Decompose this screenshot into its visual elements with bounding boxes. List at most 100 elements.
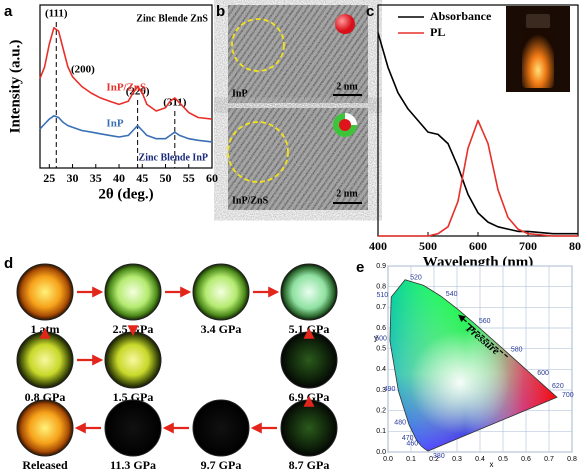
pressure-photo (280, 399, 338, 457)
series-line (377, 32, 578, 235)
series-line (39, 27, 213, 120)
y-tick-label: 0.2 (376, 408, 386, 415)
wavelength-label: 540 (446, 291, 458, 298)
x-tick-label: 60 (206, 171, 218, 185)
wavelength-label: 510 (377, 292, 389, 299)
pressure-photo (16, 399, 74, 457)
core-icon (335, 14, 355, 34)
panel-letter: e (356, 259, 364, 276)
photo-caption: 8.7 GPa (289, 458, 330, 470)
wavelength-label: 500 (375, 336, 387, 343)
y-tick-label: 0.9 (376, 263, 386, 270)
x-tick-label: 0.7 (544, 456, 554, 463)
legend-label: PL (430, 25, 445, 39)
x-tick-label: 35 (90, 171, 102, 185)
annotation: Zinc Blende InP (139, 152, 208, 163)
y-tick-label: 0.5 (376, 346, 386, 353)
series-line (378, 119, 578, 237)
vial-cap (526, 14, 550, 28)
legend-label: Absorbance (430, 9, 492, 23)
tem-images (227, 5, 368, 210)
photo-caption: Released (22, 458, 68, 470)
x-tick-label: 400 (369, 239, 387, 253)
x-tick-label: 0.6 (521, 456, 531, 463)
pressure-photo (16, 263, 74, 321)
pressure-photo (192, 399, 250, 457)
x-tick-label: 0.1 (406, 456, 416, 463)
x-tick-label: 500 (419, 239, 437, 253)
x-tick-label: 30 (67, 171, 79, 185)
wavelength-label: 620 (552, 383, 564, 390)
photo-caption: 0.8 GPa (25, 390, 66, 404)
panel-letter: d (4, 255, 13, 272)
peak-label: (200) (71, 64, 95, 76)
y-tick-label: 0.3 (376, 387, 386, 394)
y-tick-label: 0.7 (376, 304, 386, 311)
pressure-photo (104, 399, 162, 457)
particle-outline (227, 121, 289, 183)
y-tick-label: 0.1 (376, 428, 386, 435)
image-caption: InP (232, 88, 248, 99)
x-tick-label: 45 (136, 171, 148, 185)
x-tick-label: 800 (569, 239, 581, 253)
wavelength-label: 480 (394, 419, 406, 426)
pressure-photo (192, 263, 250, 321)
vial (522, 28, 554, 88)
x-tick-label: 0.8 (567, 456, 577, 463)
x-tick-label: 25 (43, 171, 55, 185)
scale-label: 2 nm (336, 188, 358, 199)
pressure-arrow (458, 314, 508, 358)
x-tick-label: 600 (469, 239, 487, 253)
panel-letter: a (4, 3, 13, 20)
x-tick-label: 55 (183, 171, 195, 185)
y-tick-label: 0.8 (376, 284, 386, 291)
panel-letter: c (366, 3, 374, 20)
wavelength-label: 600 (537, 370, 549, 377)
y-tick-label: 0.4 (376, 366, 386, 373)
pressure-photo (280, 331, 338, 389)
vial-photo (506, 6, 570, 92)
pressure-photo (104, 263, 162, 321)
wavelength-label: 700 (562, 392, 574, 399)
x-tick-label: 40 (113, 171, 125, 185)
y-tick-label: 0.6 (376, 325, 386, 332)
series-label: InP/ZnS (106, 81, 146, 93)
wavelength-label: 380 (433, 453, 445, 460)
wavelength-label: 490 (384, 386, 396, 393)
x-axis-label: 2θ (deg.) (98, 186, 153, 202)
wavelength-label: 520 (410, 275, 422, 282)
x-tick-label: 700 (519, 239, 537, 253)
wavelength-label: 460 (406, 441, 418, 448)
series-label: InP (106, 117, 123, 129)
pressure-photo (16, 331, 74, 389)
x-tick-label: 0.4 (475, 456, 485, 463)
pressure-photo (104, 331, 162, 389)
y-axis-label: Intensity (a.u.) (7, 40, 23, 134)
x-tick-label: 0.5 (498, 456, 508, 463)
x-axis-label: x (490, 460, 494, 469)
scale-label: 2 nm (336, 81, 358, 92)
wavelength-label: 580 (511, 346, 523, 353)
x-tick-label: 0.0 (383, 456, 393, 463)
peak-label: (111) (45, 8, 68, 20)
core-icon (339, 119, 351, 131)
x-tick-label: 0.2 (429, 456, 439, 463)
photo-caption: 11.3 GPa (110, 458, 156, 470)
series-line (39, 115, 213, 143)
photo-caption: 1.5 GPa (113, 390, 154, 404)
annotation: Zinc Blende ZnS (136, 13, 208, 24)
image-caption: InP/ZnS (232, 195, 269, 206)
wavelength-label: 470 (402, 435, 414, 442)
pressure-photo (280, 263, 338, 321)
x-tick-label: 50 (160, 171, 172, 185)
wavelength-label: 560 (479, 318, 491, 325)
photo-caption: 3.4 GPa (201, 322, 242, 336)
gamut-white (389, 279, 558, 452)
panel-letter: b (216, 3, 225, 20)
particle-outline (231, 18, 285, 72)
y-tick-label: 0.0 (376, 449, 386, 456)
peak-label: (311) (163, 97, 187, 109)
photo-caption: 9.7 GPa (201, 458, 242, 470)
y-axis-label: y (374, 333, 378, 342)
